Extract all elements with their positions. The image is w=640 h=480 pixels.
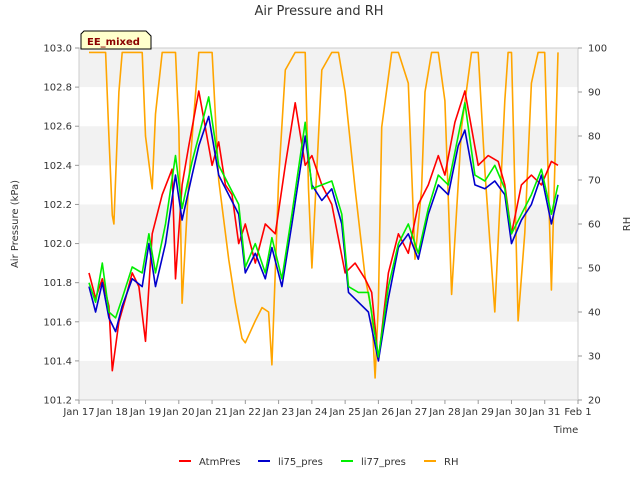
grid-band [79,48,578,88]
y2-tick-label: 30 [588,352,601,363]
y2-axis-label: RH [622,217,633,231]
x-tick-label: Jan 25 [328,407,360,418]
y2-tick-label: 70 [588,176,601,187]
x-tick-label: Jan 27 [395,407,427,418]
x-tick-label: Jan 31 [528,407,560,418]
y-tick-label: 101.6 [43,317,72,328]
y2-tick-label: 80 [588,132,601,143]
x-tick-label: Jan 29 [462,407,494,418]
x-tick-label: Jan 30 [495,407,527,418]
y-tick-label: 102.0 [43,239,72,250]
chart-title: Air Pressure and RH [254,4,383,19]
x-tick-label: Jan 23 [262,407,294,418]
badge-label: EE_mixed [87,37,140,48]
y2-tick-label: 90 [588,88,601,99]
y-tick-label: 102.6 [43,122,72,133]
x-tick-label: Jan 19 [129,407,161,418]
legend-label-atmpres: AtmPres [199,457,240,468]
y-tick-label: 102.2 [43,200,72,211]
plot-background-bands [79,48,578,400]
y2-tick-label: 40 [588,308,601,319]
x-axis-ticks: Jan 17 Jan 18 Jan 19 Jan 20 Jan 21 Jan 22 Jan … [62,400,592,418]
legend-label-rh: RH [444,457,458,468]
y2-tick-label: 100 [588,44,607,55]
y-tick-label: 101.2 [43,396,72,407]
legend: AtmPres li75_pres li77_pres RH [179,457,458,468]
y-axis-label: Air Pressure (kPa) [10,180,21,268]
x-tick-label: Jan 26 [362,407,394,418]
legend-label-li77-pres: li77_pres [361,457,406,468]
x-tick-label: Jan 22 [229,407,261,418]
y-axis-ticks: 101.2 101.4 101.6 101.8 102.0 102.2 102.4 102.6… [43,44,79,407]
grid-band [79,204,578,244]
grid-band [79,282,578,322]
y2-axis-ticks: 20 30 40 50 60 70 80 90 100 [578,44,607,407]
grid-band [79,360,578,400]
y-tick-label: 102.4 [43,161,72,172]
x-tick-label: Jan 17 [62,407,94,418]
y2-tick-label: 50 [588,264,601,275]
y-tick-label: 102.8 [43,83,72,94]
x-tick-label: Jan 24 [295,407,327,418]
y-tick-label: 103.0 [43,44,72,55]
y2-tick-label: 60 [588,220,601,231]
series-lines [88,51,559,379]
x-tick-label: Jan 18 [96,407,128,418]
y-tick-label: 101.8 [43,278,72,289]
y-tick-label: 101.4 [43,356,72,367]
x-tick-label: Jan 21 [195,407,227,418]
y2-tick-label: 20 [588,396,601,407]
series-line-li77-pres [88,96,559,358]
x-tick-label: Jan 28 [428,407,460,418]
legend-label-li75-pres: li75_pres [278,457,323,468]
x-axis-label: Time [553,425,578,436]
x-tick-label: Feb 1 [564,407,591,418]
x-tick-label: Jan 20 [162,407,194,418]
series-line-atmpres [88,90,559,372]
badge-shape [80,30,152,50]
site-badge: EE_mixed [80,30,152,50]
